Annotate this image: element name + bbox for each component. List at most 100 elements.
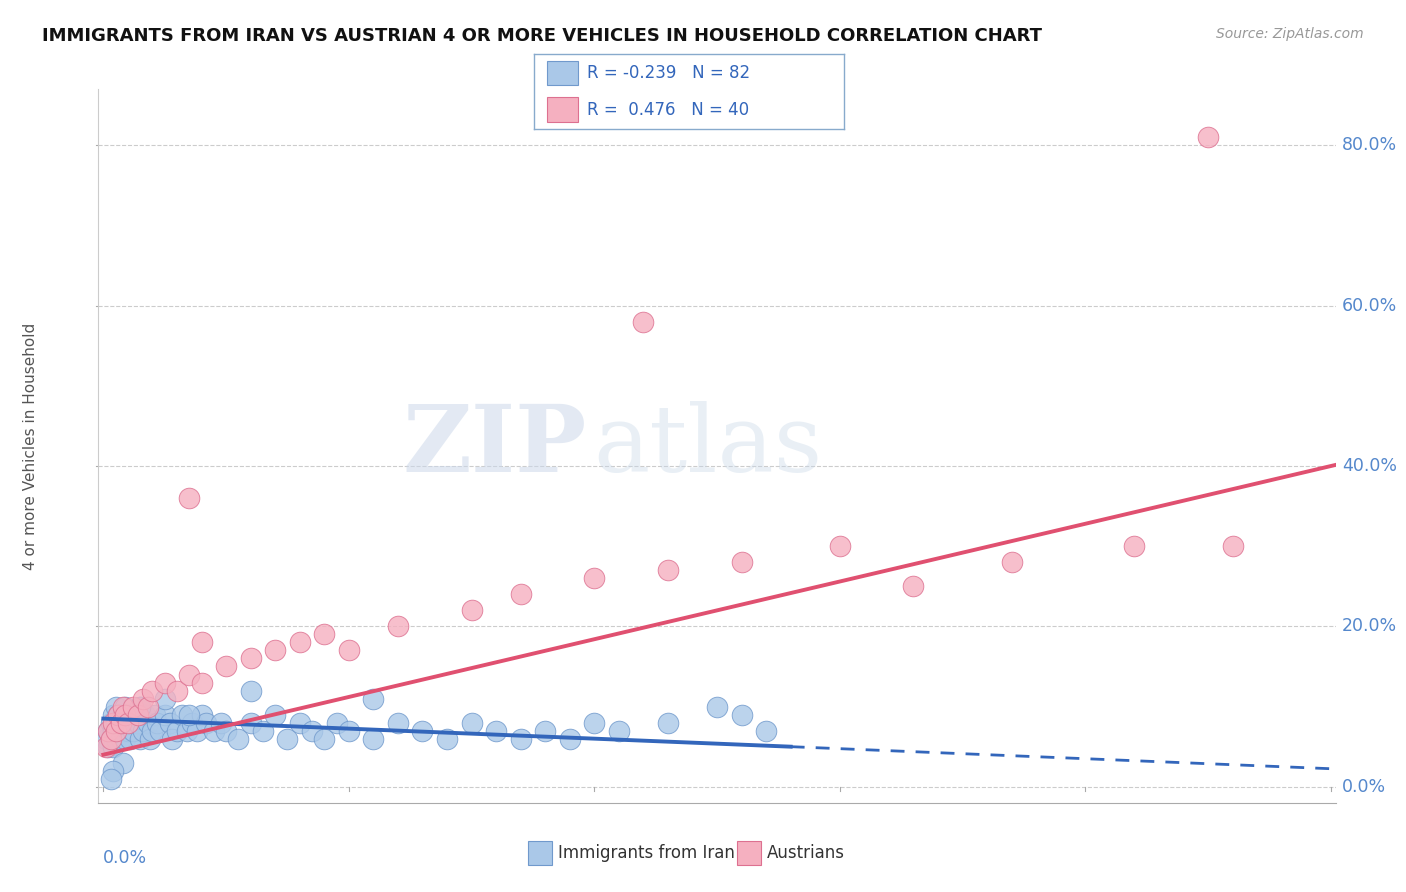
Text: R = -0.239   N = 82: R = -0.239 N = 82 [586,64,749,82]
Point [131,723,153,738]
Point [111,707,134,722]
Point [190,707,212,722]
Point [460,715,482,730]
Point [121,699,143,714]
Point [101,723,124,738]
Point [104,731,127,746]
Point [215,659,238,673]
Text: atlas: atlas [593,401,823,491]
Point [153,691,176,706]
Point [755,723,778,738]
Point [583,715,606,730]
Point [633,315,655,329]
Point [509,587,531,601]
Point [1123,539,1146,553]
Point [100,715,122,730]
Point [195,715,218,730]
Point [97,723,120,738]
Point [139,731,162,746]
Point [176,723,198,738]
Point [509,731,531,746]
Point [104,723,127,738]
Bar [547,97,578,122]
Point [252,723,274,738]
Point [100,772,122,786]
Point [159,715,181,730]
Point [136,699,159,714]
Point [100,731,122,746]
Text: 0.0%: 0.0% [1341,778,1386,796]
Point [276,731,298,746]
Point [136,715,159,730]
Point [100,731,122,746]
Point [141,723,163,738]
Point [146,715,169,730]
Point [107,707,129,722]
Point [117,723,139,738]
Point [363,731,385,746]
Point [288,635,311,649]
Point [166,723,188,738]
Point [190,675,212,690]
Text: IMMIGRANTS FROM IRAN VS AUSTRIAN 4 OR MORE VEHICLES IN HOUSEHOLD CORRELATION CHA: IMMIGRANTS FROM IRAN VS AUSTRIAN 4 OR MO… [42,27,1042,45]
Point [264,643,287,657]
Point [363,691,385,706]
Point [1222,539,1244,553]
Point [558,731,581,746]
Point [121,723,143,738]
Point [149,723,172,738]
Bar [527,841,553,864]
Point [111,756,134,770]
Text: 20.0%: 20.0% [1341,617,1398,635]
Point [143,707,166,722]
Point [387,619,409,633]
Point [239,683,262,698]
Text: 4 or more Vehicles in Household: 4 or more Vehicles in Household [22,322,38,570]
Point [239,715,262,730]
Point [607,723,630,738]
Point [657,563,679,577]
Point [828,539,851,553]
Point [131,691,153,706]
Text: Austrians: Austrians [768,844,845,862]
Point [314,731,336,746]
Point [264,707,287,722]
Point [110,731,132,746]
Point [101,739,124,754]
Point [129,699,152,714]
Point [190,635,212,649]
Point [179,491,201,505]
Point [239,651,262,665]
Point [153,707,176,722]
Point [114,731,136,746]
Point [170,707,193,722]
Bar [547,62,578,86]
Point [166,683,188,698]
Point [657,715,679,730]
Point [314,627,336,641]
Point [117,707,139,722]
Text: Immigrants from Iran: Immigrants from Iran [558,844,735,862]
Point [120,731,142,746]
Point [127,715,149,730]
Point [104,715,127,730]
Text: 60.0%: 60.0% [1341,297,1398,315]
Point [337,723,360,738]
Point [180,715,202,730]
Point [583,571,606,585]
Point [107,707,129,722]
Point [97,739,120,754]
Point [186,723,208,738]
Point [134,707,156,722]
Text: R =  0.476   N = 40: R = 0.476 N = 40 [586,101,749,119]
Point [153,675,176,690]
Point [101,707,124,722]
Point [460,603,482,617]
Point [101,715,124,730]
Point [1001,555,1024,569]
Point [110,715,132,730]
Point [411,723,433,738]
Point [288,715,311,730]
Point [301,723,323,738]
Point [1197,130,1219,145]
